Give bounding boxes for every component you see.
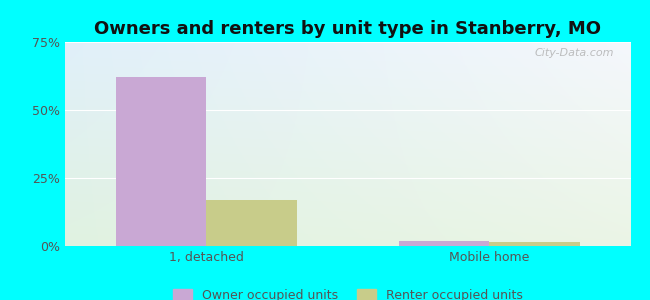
Title: Owners and renters by unit type in Stanberry, MO: Owners and renters by unit type in Stanb… [94, 20, 601, 38]
Bar [398, 241, 489, 246]
Bar [116, 77, 207, 246]
Bar [489, 242, 580, 246]
Bar [207, 200, 297, 246]
Legend: Owner occupied units, Renter occupied units: Owner occupied units, Renter occupied un… [173, 289, 523, 300]
Text: City-Data.com: City-Data.com [534, 48, 614, 58]
